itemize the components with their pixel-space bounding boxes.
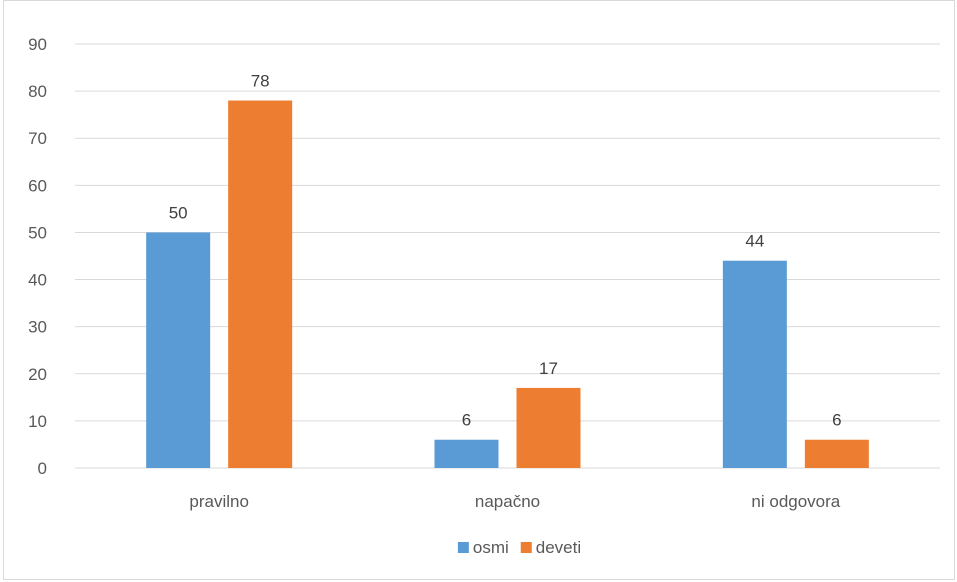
y-tick-label: 40 [28,271,47,290]
x-tick-label: ni odgovora [751,492,840,511]
y-tick-label: 70 [28,129,47,148]
data-label: 6 [832,411,841,430]
y-tick-label: 90 [28,35,47,54]
bar-deveti-1 [516,387,581,468]
y-tick-label: 10 [28,412,47,431]
x-tick-label: napačno [475,492,540,511]
bar-osmi-0 [146,232,211,468]
legend-swatch-osmi [457,542,469,553]
bar-deveti-2 [804,439,869,468]
bar-osmi-1 [434,439,499,468]
legend-swatch-deveti [520,542,532,553]
legend-label: osmi [473,538,509,557]
data-label: 78 [251,72,270,91]
bar-deveti-0 [228,100,293,469]
bar-osmi-2 [722,260,787,468]
x-tick-label: pravilno [189,492,249,511]
data-label: 50 [169,203,188,222]
legend-label: deveti [536,538,581,557]
y-tick-label: 0 [38,459,47,478]
y-tick-label: 20 [28,365,47,384]
data-label: 6 [462,411,471,430]
y-tick-label: 80 [28,82,47,101]
y-tick-label: 50 [28,223,47,242]
y-tick-label: 30 [28,318,47,337]
data-label: 44 [745,232,764,251]
y-tick-label: 60 [28,176,47,195]
data-label: 17 [539,359,558,378]
